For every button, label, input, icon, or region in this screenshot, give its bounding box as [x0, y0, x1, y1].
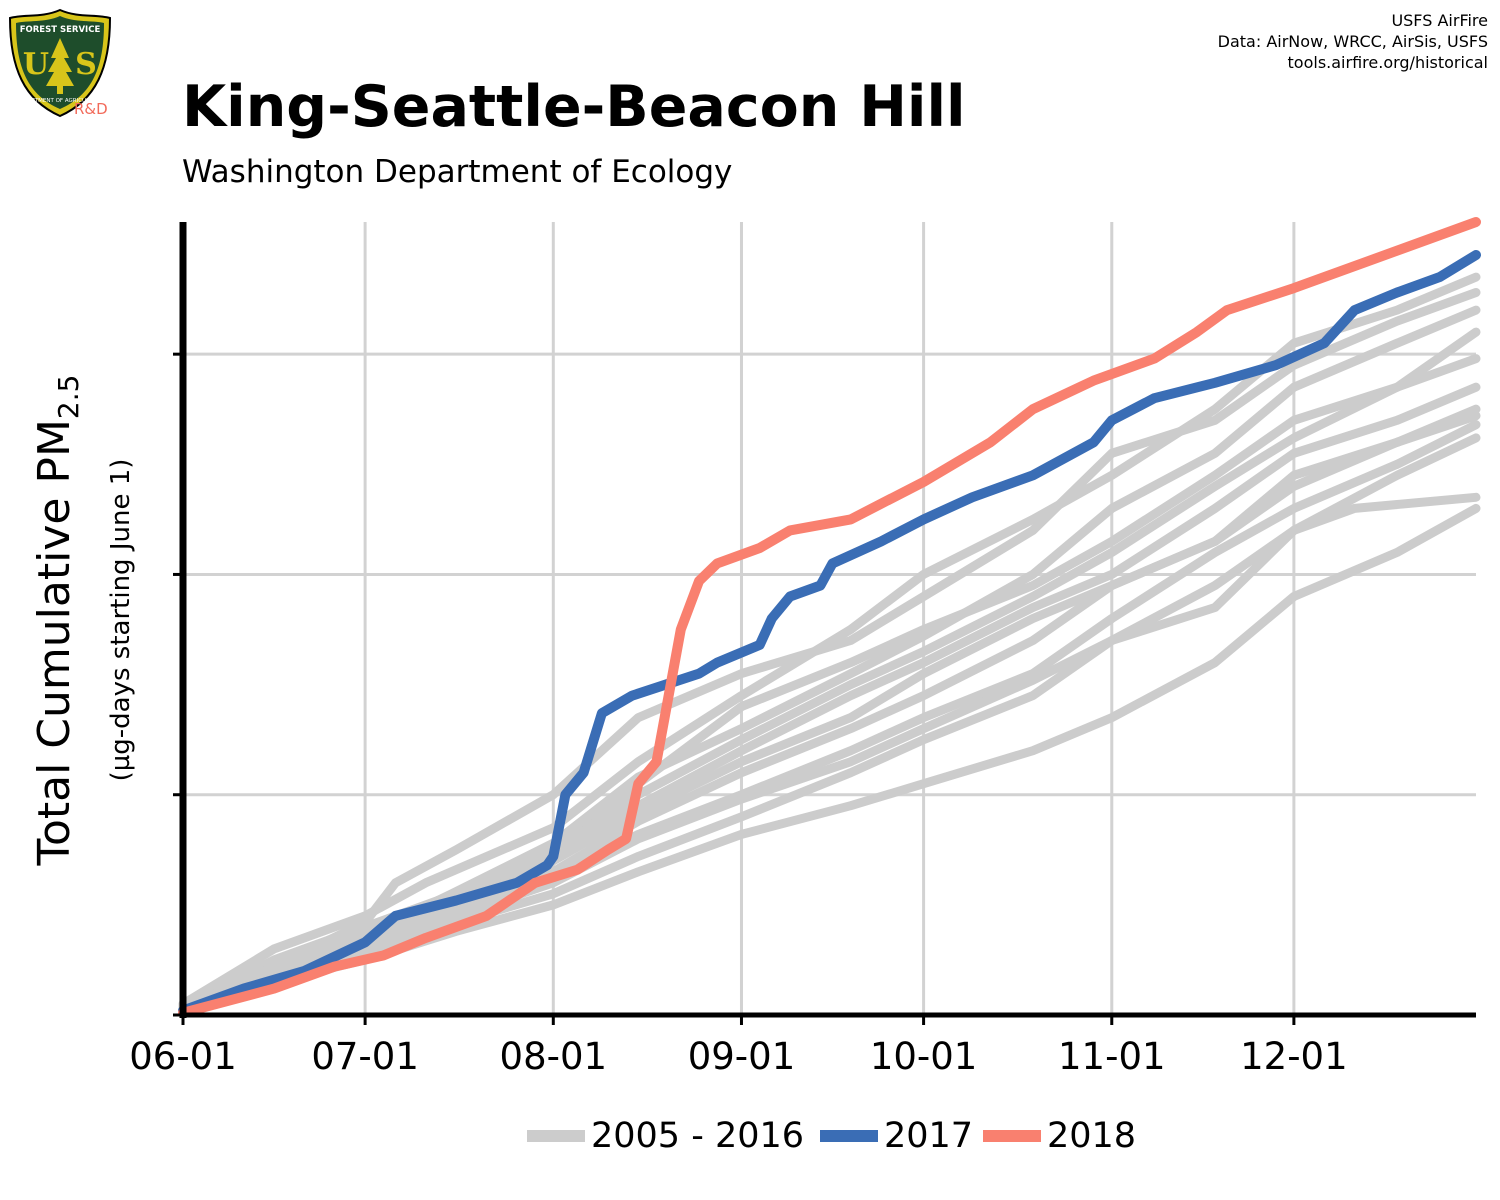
credit-line-1: USFS AirFire	[1391, 11, 1488, 30]
credit-line-3: tools.airfire.org/historical	[1287, 53, 1488, 72]
legend-swatch-2018	[983, 1130, 1041, 1142]
x-tick-label: 06-01	[129, 1035, 237, 1078]
legend-item-background: 2005 - 2016	[527, 1112, 804, 1160]
grid-lines	[183, 222, 1476, 1015]
tree-icon	[46, 38, 74, 94]
background-series-group	[178, 272, 1481, 1016]
legend: 2005 - 2016 2017 2018	[0, 1112, 1500, 1160]
x-tick-label: 12-01	[1240, 1035, 1348, 1078]
legend-item-2018: 2018	[983, 1112, 1136, 1160]
series-line-background	[178, 492, 1481, 1016]
logo-top-text: FOREST SERVICE	[20, 25, 101, 35]
highlight-series-group	[178, 217, 1481, 1018]
legend-label-2018: 2018	[1047, 1116, 1137, 1156]
series-line-background	[178, 272, 1481, 1009]
logo-bottom-text: DEPARTMENT OF AGRICULTURE	[17, 98, 104, 104]
axes	[173, 222, 1476, 1025]
chart-title: King-Seattle-Beacon Hill	[182, 74, 966, 140]
usfs-shield-logo: FOREST SERVICE U S DEPARTMENT OF AGRICUL…	[6, 8, 114, 120]
series-line-2018	[178, 217, 1481, 1018]
series-line-background	[178, 288, 1481, 1011]
logo-letter-s: S	[75, 47, 97, 82]
x-tick-label: 07-01	[311, 1035, 419, 1078]
series-line-background	[178, 420, 1481, 1013]
logo-letter-u: U	[23, 47, 49, 82]
chart-plot: 06-01 07-01 08-01 09-01 10-01 11-01 12-01	[129, 217, 1481, 1078]
x-tick-label: 09-01	[688, 1035, 796, 1078]
x-tick-label: 11-01	[1058, 1035, 1166, 1078]
credit-line-2: Data: AirNow, WRCC, AirSis, USFS	[1217, 32, 1488, 51]
x-tick-labels: 06-01 07-01 08-01 09-01 10-01 11-01 12-01	[129, 1035, 1347, 1078]
legend-item-2017: 2017	[820, 1112, 973, 1160]
chart-subtitle: Washington Department of Ecology	[182, 154, 733, 190]
legend-swatch-2017	[820, 1130, 878, 1142]
series-line-2017	[178, 250, 1481, 1016]
legend-swatch-background	[527, 1130, 585, 1142]
credits-block: USFS AirFire Data: AirNow, WRCC, AirSis,…	[1218, 10, 1488, 73]
legend-label-background: 2005 - 2016	[591, 1116, 805, 1156]
rd-tag: R&D	[74, 100, 108, 118]
series-line-background	[178, 433, 1481, 1016]
x-tick-label: 10-01	[870, 1035, 978, 1078]
x-tick-label: 08-01	[500, 1035, 608, 1078]
legend-label-2017: 2017	[884, 1116, 974, 1156]
